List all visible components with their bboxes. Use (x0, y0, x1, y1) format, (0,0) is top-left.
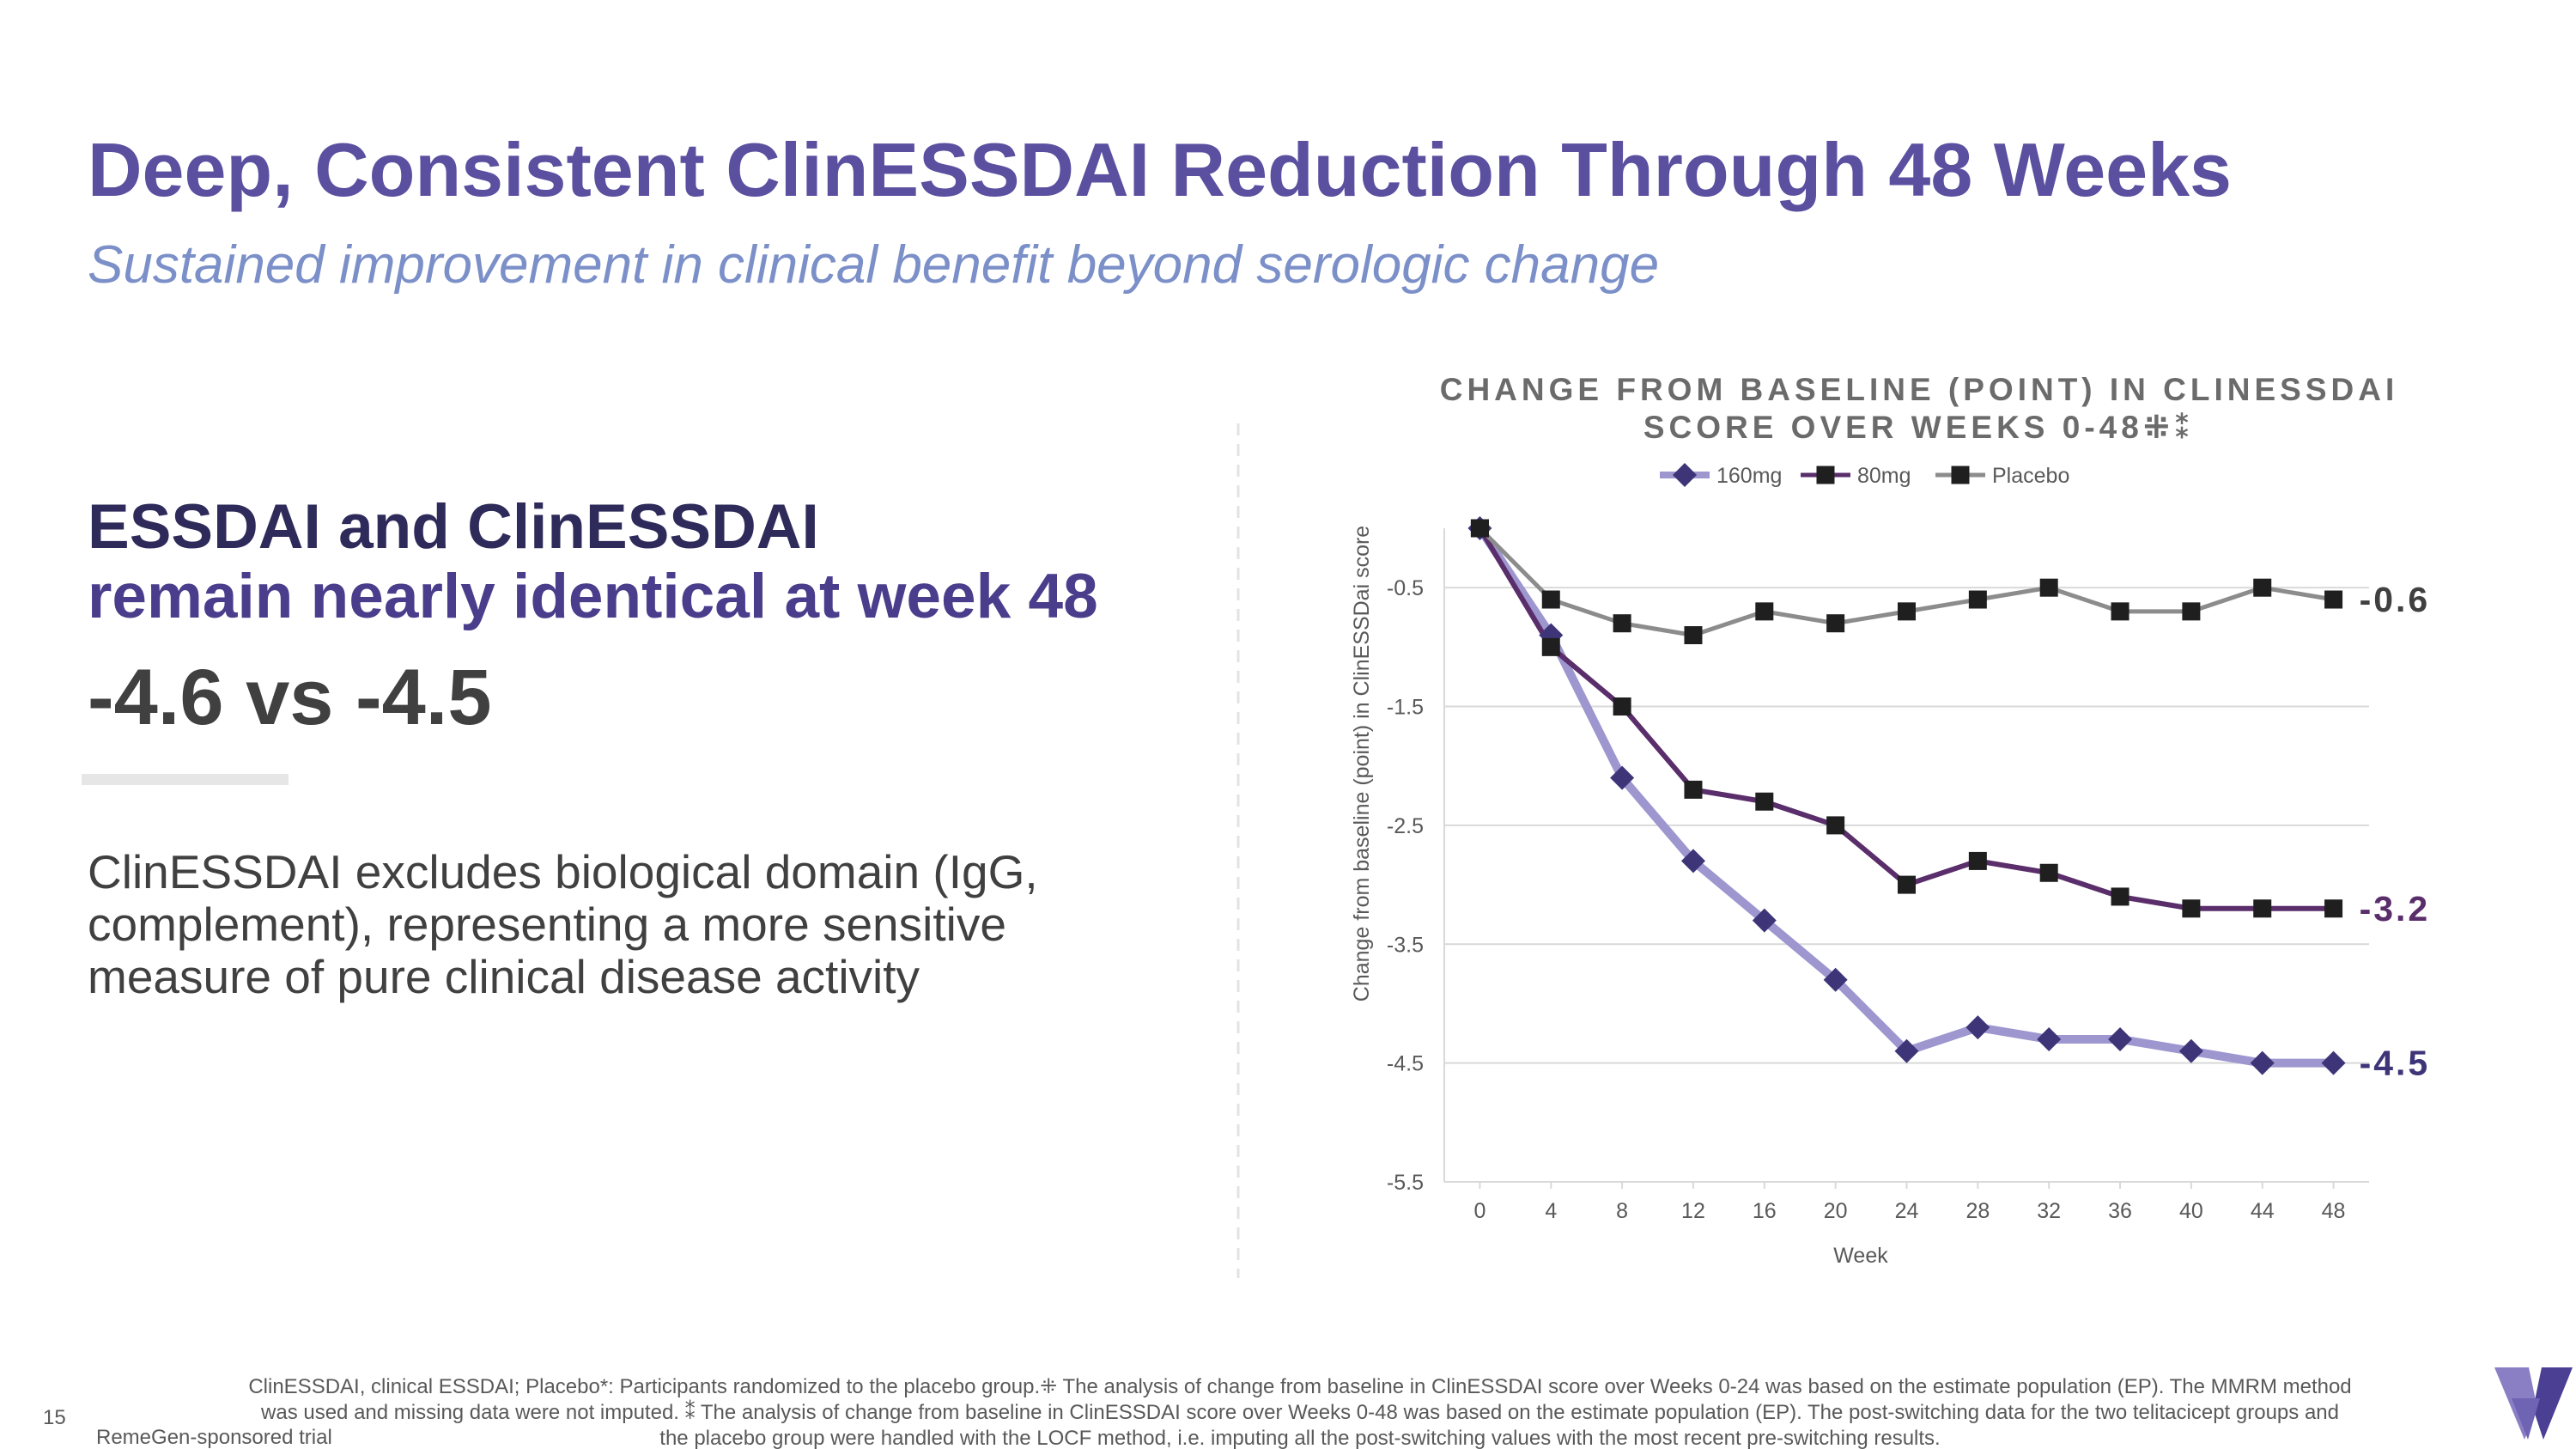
data-point (1826, 816, 1845, 835)
footnote: ClinESSDAI, clinical ESSDAI; Placebo*: P… (248, 1375, 2351, 1398)
y-tick-label: -1.5 (1387, 696, 1424, 720)
end-label: -0.6 (2360, 580, 2431, 619)
data-point (1684, 780, 1703, 799)
data-point (1684, 626, 1703, 645)
chart-title: CHANGE FROM BASELINE (POINT) IN CLINESSD… (1440, 372, 2399, 407)
data-point (1541, 590, 1560, 609)
data-point (2324, 590, 2343, 609)
source-note: RemeGen-sponsored trial (96, 1426, 332, 1449)
headline: ESSDAI and ClinESSDAI (88, 492, 819, 562)
data-point (1470, 519, 1489, 538)
legend-label: 80mg (1857, 464, 1911, 488)
data-point (2321, 1050, 2346, 1075)
data-point (1965, 1015, 1990, 1040)
legend-marker (1816, 466, 1835, 484)
x-tick-label: 44 (2251, 1199, 2275, 1223)
data-point (1823, 967, 1848, 992)
data-point (1755, 602, 1774, 621)
x-tick-label: 24 (1895, 1199, 1919, 1223)
data-point (1898, 602, 1916, 621)
y-tick-label: -0.5 (1387, 576, 1424, 600)
x-tick-label: 32 (2037, 1199, 2061, 1223)
y-tick-label: -2.5 (1387, 814, 1424, 838)
y-tick-label: -3.5 (1387, 933, 1424, 957)
data-point (2178, 1038, 2203, 1063)
data-point (1894, 1038, 1919, 1063)
data-point (2253, 899, 2272, 918)
data-point (2111, 602, 2129, 621)
data-point (2111, 887, 2129, 906)
x-tick-label: 48 (2322, 1199, 2346, 1223)
y-tick-label: -4.5 (1387, 1052, 1424, 1076)
data-point (2037, 1026, 2062, 1051)
logo-shape (2512, 1398, 2540, 1440)
data-point (2182, 602, 2201, 621)
legend-label: Placebo (1992, 464, 2069, 488)
data-point (1755, 792, 1774, 811)
body-text: complement), representing a more sensiti… (88, 898, 1006, 951)
data-point (2324, 899, 2343, 918)
legend-marker (1951, 466, 1970, 484)
data-point (2250, 1050, 2275, 1075)
chart-title: SCORE OVER WEEKS 0-48⁜⁑ (1643, 410, 2195, 445)
legend-marker (1673, 463, 1697, 487)
data-point (1613, 697, 1631, 716)
data-point (1752, 908, 1777, 933)
y-tick-label: -5.5 (1387, 1171, 1424, 1195)
x-tick-label: 8 (1616, 1199, 1628, 1223)
data-point (2182, 899, 2201, 918)
headline: remain nearly identical at week 48 (88, 562, 1098, 631)
divider (82, 774, 289, 785)
series-line (1477, 527, 2334, 911)
data-point (1541, 637, 1560, 656)
slide-subtitle: Sustained improvement in clinical benefi… (88, 235, 1659, 295)
data-point (2253, 578, 2272, 597)
page-number: 15 (43, 1406, 66, 1429)
data-point (1680, 849, 1705, 874)
x-tick-label: 36 (2108, 1199, 2132, 1223)
data-point (1968, 590, 1987, 609)
footnote: the placebo group were handled with the … (659, 1427, 1940, 1449)
legend-label: 160mg (1716, 464, 1782, 488)
slide-title: Deep, Consistent ClinESSDAI Reduction Th… (88, 127, 2232, 212)
x-tick-label: 28 (1965, 1199, 1990, 1223)
logo-shape (2533, 1367, 2573, 1440)
data-point (1968, 851, 1987, 870)
data-point (2039, 578, 2058, 597)
end-label: -4.5 (2360, 1044, 2431, 1083)
data-point (1613, 614, 1631, 633)
data-point (1826, 614, 1845, 633)
y-axis-label: Change from baseline (point) in ClinESSD… (1350, 526, 1374, 1002)
x-tick-label: 40 (2179, 1199, 2203, 1223)
data-point (1898, 875, 1916, 894)
comparison: -4.6 vs -4.5 (88, 654, 492, 741)
body-text: measure of pure clinical disease activit… (88, 950, 920, 1003)
data-point (1610, 765, 1635, 790)
x-tick-label: 4 (1545, 1199, 1557, 1223)
x-tick-label: 12 (1681, 1199, 1705, 1223)
x-tick-label: 20 (1824, 1199, 1848, 1223)
body-text: ClinESSDAI excludes biological domain (I… (88, 845, 1038, 898)
data-point (2108, 1026, 2133, 1051)
end-label: -3.2 (2360, 889, 2431, 928)
logo (2494, 1367, 2573, 1440)
x-tick-label: 0 (1473, 1199, 1485, 1223)
x-tick-label: 16 (1753, 1199, 1777, 1223)
footnote: was used and missing data were not imput… (260, 1398, 2339, 1424)
data-point (2039, 863, 2058, 882)
x-axis-label: Week (1833, 1244, 1888, 1268)
